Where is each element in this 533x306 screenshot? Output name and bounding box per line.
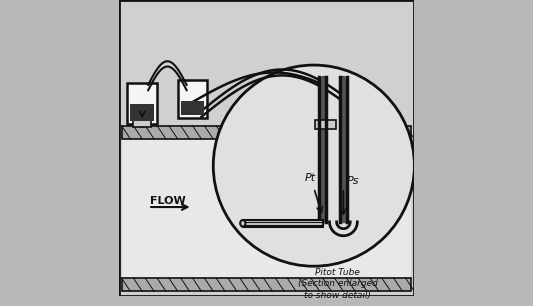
Bar [133,120,151,127]
Bar [181,101,204,115]
Text: Pt: Pt [305,174,316,183]
Ellipse shape [240,220,246,226]
Bar [243,220,322,226]
Text: Pitot Tube
(Section enlarged
to show detail): Pitot Tube (Section enlarged to show det… [297,268,377,300]
Bar [178,80,207,118]
Bar [127,83,157,124]
Circle shape [213,65,414,266]
Bar [131,103,154,121]
Text: Ps: Ps [346,176,359,186]
Bar [316,120,336,129]
Text: FLOW: FLOW [150,196,185,206]
Bar [122,126,411,139]
Bar [122,278,411,291]
Bar [122,139,411,278]
